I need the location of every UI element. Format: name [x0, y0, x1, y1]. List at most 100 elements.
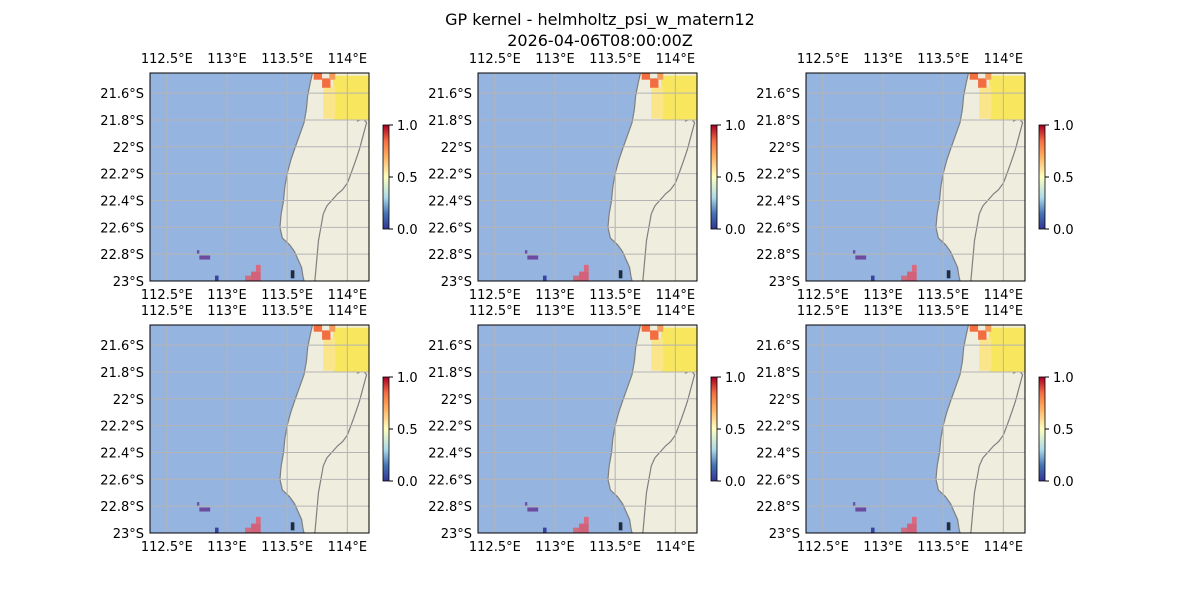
lat-tick-label: 22.6°S — [756, 221, 800, 236]
lat-tick-label: 22°S — [441, 141, 472, 156]
colorbar-tick-label: 1.0 — [397, 119, 418, 134]
heatmap-cell — [542, 527, 547, 533]
lat-tick-label: 21.6°S — [428, 339, 472, 354]
lon-tick-label-top: 113.5°E — [589, 304, 641, 319]
island-coastline — [314, 117, 368, 281]
lat-tick-label: 22.4°S — [428, 446, 472, 461]
map-panel-2: 112.5°E 112.5°E 113°E 113°E 113.5°E 113.5°E 11… — [428, 52, 745, 303]
lat-tick-label: 23°S — [113, 275, 144, 290]
heatmap-cell — [313, 73, 323, 80]
heatmap-cell — [323, 86, 336, 119]
lat-tick-label: 23°S — [441, 275, 472, 290]
lat-tick-label: 22.6°S — [100, 221, 144, 236]
heatmap-cell — [214, 527, 219, 533]
coastline — [607, 325, 642, 533]
lon-tick-label-top: 114°E — [328, 52, 368, 67]
heatmap-cell — [969, 73, 979, 80]
panel-content — [478, 325, 697, 533]
lon-tick-label-top: 113°E — [535, 304, 575, 319]
lon-tick-label-bottom: 112.5°E — [469, 288, 521, 303]
colorbar-tick-label: 0.0 — [725, 223, 746, 238]
lon-tick-label-bottom: 112.5°E — [469, 540, 521, 555]
heatmap-cell — [641, 325, 651, 332]
heatmap-cell — [251, 271, 261, 281]
lon-tick-label-top: 113.5°E — [917, 52, 969, 67]
lat-tick-label: 22.2°S — [428, 420, 472, 435]
lon-tick-label-top: 114°E — [656, 304, 696, 319]
lon-tick-label-top: 114°E — [984, 304, 1024, 319]
heatmap-cell — [618, 270, 623, 279]
heatmap-cell — [946, 270, 951, 279]
heatmap-cell — [290, 270, 295, 279]
heatmap-cell — [855, 255, 867, 260]
heatmap-cell — [870, 527, 875, 533]
lat-tick-label: 22.2°S — [428, 168, 472, 183]
heatmap-cell — [651, 86, 664, 119]
panel-frame — [805, 72, 1026, 282]
heatmap-cell — [323, 338, 336, 371]
heatmap-cell — [907, 271, 917, 281]
heatmap-cell — [979, 86, 992, 119]
heatmap-cell — [870, 275, 875, 281]
lon-tick-label-bottom: 113°E — [207, 288, 247, 303]
heatmap-cell — [542, 275, 547, 281]
heatmap-cell — [650, 330, 659, 340]
lat-tick-label: 22.2°S — [756, 420, 800, 435]
heatmap-cell — [245, 275, 252, 281]
heatmap-cell — [985, 73, 992, 80]
lat-tick-label: 22°S — [769, 141, 800, 156]
lat-tick-label: 21.6°S — [756, 87, 800, 102]
lon-tick-label-bottom: 114°E — [984, 288, 1024, 303]
map-panel-1: 112.5°E 112.5°E 113°E 113°E 113.5°E 113.5°E 11… — [100, 52, 417, 303]
heatmap-cell — [573, 527, 580, 533]
lat-tick-label: 21.8°S — [100, 366, 144, 381]
lat-tick-label: 21.8°S — [756, 114, 800, 129]
lon-tick-label-top: 112.5°E — [797, 304, 849, 319]
lat-tick-label: 22.4°S — [756, 446, 800, 461]
lat-tick-label: 22.4°S — [428, 194, 472, 209]
colorbar-tick-label: 1.0 — [397, 371, 418, 386]
lat-tick-label: 22.4°S — [756, 194, 800, 209]
panel-content — [150, 73, 369, 281]
colorbar-tick-label: 0.0 — [1053, 475, 1074, 490]
lon-tick-label-top: 112.5°E — [141, 304, 193, 319]
heatmap-cell — [322, 330, 331, 340]
heatmap-cell — [911, 516, 917, 524]
lat-tick-label: 21.8°S — [756, 366, 800, 381]
heatmap-cell — [988, 327, 1025, 372]
land — [279, 73, 369, 281]
island-coastline — [314, 369, 368, 533]
panel-content — [478, 73, 697, 281]
lon-tick-label-top: 113.5°E — [917, 304, 969, 319]
colorbar-tick-label: 0.0 — [725, 475, 746, 490]
colorbar — [382, 124, 390, 230]
lat-tick-label: 21.6°S — [100, 87, 144, 102]
land — [935, 73, 1025, 281]
lat-tick-label: 22.6°S — [428, 473, 472, 488]
coastline — [607, 73, 642, 281]
lon-tick-label-top: 113.5°E — [261, 52, 313, 67]
lon-tick-label-top: 113°E — [863, 52, 903, 67]
lon-tick-label-top: 114°E — [984, 52, 1024, 67]
lat-tick-label: 21.8°S — [428, 114, 472, 129]
colorbar — [710, 124, 718, 230]
heatmap-cell — [329, 73, 336, 80]
lat-tick-label: 21.6°S — [428, 87, 472, 102]
figure-subtitle: 2026-04-06T08:00:00Z — [507, 31, 693, 50]
colorbar-tick-label: 0.0 — [1053, 223, 1074, 238]
colorbar-tick-label: 0.0 — [397, 475, 418, 490]
colorbar-tick-label: 0.5 — [725, 171, 746, 186]
colorbar-tick-label: 1.0 — [725, 371, 746, 386]
heatmap-cell — [901, 275, 908, 281]
panel-frame — [805, 324, 1026, 534]
heatmap-cell — [332, 327, 369, 372]
lat-tick-label: 22.8°S — [756, 500, 800, 515]
heatmap-cell — [524, 250, 528, 255]
heatmap-cell — [579, 523, 589, 533]
lat-tick-label: 22.4°S — [100, 446, 144, 461]
map-panel-3: 112.5°E 112.5°E 113°E 113°E 113.5°E 113.5°E 11… — [756, 52, 1073, 303]
heatmap-cell — [852, 502, 856, 507]
heatmap-cell — [196, 250, 200, 255]
lon-tick-label-top: 113°E — [863, 304, 903, 319]
panel-frame — [149, 324, 370, 534]
